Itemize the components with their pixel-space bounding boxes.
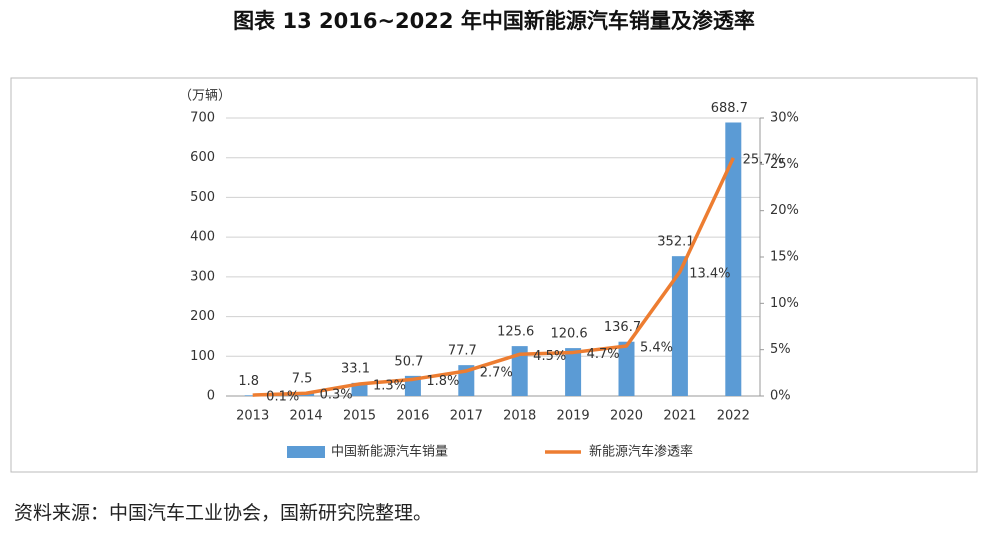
line-value-label: 4.7% [587,347,620,362]
line [252,157,735,397]
line-value-label: 1.8% [426,374,459,389]
legend-swatch [287,446,325,458]
y-unit-label: （万辆） [179,89,231,104]
y-tick-label: 200 [190,309,215,324]
bar-value-label: 120.6 [550,327,587,342]
y-tick-label: 0 [207,389,215,404]
bar-value-label: 7.5 [292,372,313,387]
line-value-label: 1.3% [373,378,406,393]
line-value-label: 4.5% [533,349,566,364]
source-note: 资料来源：中国汽车工业协会，国新研究院整理。 [14,502,432,524]
chart-title: 图表 13 2016~2022 年中国新能源汽车销量及渗透率 [233,9,755,33]
bar [511,346,528,396]
y-tick-label: 600 [190,150,215,165]
line-value-label: 5.4% [640,340,673,355]
x-tick-label: 2017 [450,409,483,424]
bar-value-label: 33.1 [341,361,370,376]
y-tick-label: 100 [190,349,215,364]
x-tick-label: 2018 [503,409,536,424]
y-tick-label: 700 [190,111,215,126]
y-tick-label: 400 [190,230,215,245]
x-tick-label: 2019 [557,409,590,424]
bar-value-label: 77.7 [448,344,477,359]
bar [565,348,582,396]
legend-label: 中国新能源汽车销量 [331,444,448,460]
x-tick-label: 2022 [717,409,750,424]
y2-tick-label: 20% [770,203,799,218]
bar [618,341,635,396]
bar [725,122,742,396]
line-value-label: 25.7% [743,152,784,167]
bar-value-label: 50.7 [394,354,423,369]
legend-label: 新能源汽车渗透率 [589,444,693,460]
y-tick-label: 300 [190,269,215,284]
bar [671,256,688,396]
line-value-label: 0.3% [320,388,353,403]
bar-value-label: 125.6 [497,325,534,340]
bar-value-label: 1.8 [238,374,259,389]
x-tick-label: 2021 [663,409,696,424]
x-tick-label: 2020 [610,409,643,424]
x-tick-label: 2014 [290,409,323,424]
y2-tick-label: 0% [770,389,791,404]
line-value-label: 13.4% [689,266,730,281]
y2-tick-label: 15% [770,250,799,265]
chart-frame [10,77,978,473]
y2-tick-label: 25% [770,157,799,172]
y2-tick-label: 10% [770,296,799,311]
line-value-label: 0.1% [266,390,299,405]
x-tick-label: 2015 [343,409,376,424]
y2-tick-label: 30% [770,111,799,126]
bar-value-label: 136.7 [604,320,641,335]
bar-value-label: 352.1 [657,235,694,250]
bar [244,395,261,396]
y-tick-label: 500 [190,190,215,205]
x-tick-label: 2013 [236,409,269,424]
x-tick-label: 2016 [396,409,429,424]
bar-value-label: 688.7 [711,101,748,116]
y2-tick-label: 5% [770,342,791,357]
line-value-label: 2.7% [480,365,513,380]
